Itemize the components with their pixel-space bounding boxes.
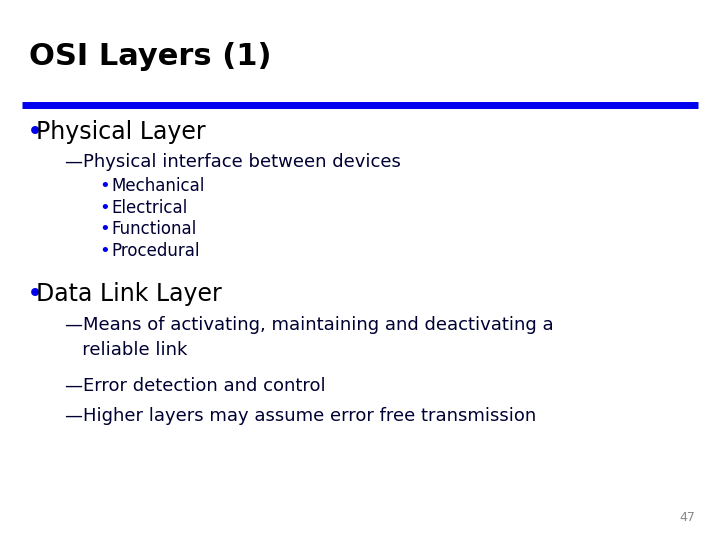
Text: OSI Layers (1): OSI Layers (1) bbox=[29, 42, 271, 71]
Text: •: • bbox=[27, 118, 44, 146]
Text: —Higher layers may assume error free transmission: —Higher layers may assume error free tra… bbox=[65, 407, 536, 425]
Text: •: • bbox=[99, 220, 110, 239]
Text: Data Link Layer: Data Link Layer bbox=[36, 282, 222, 306]
Text: •: • bbox=[99, 242, 110, 260]
Text: Mechanical: Mechanical bbox=[112, 177, 205, 195]
Text: 47: 47 bbox=[679, 511, 695, 524]
Text: —Error detection and control: —Error detection and control bbox=[65, 377, 325, 395]
Text: Physical Layer: Physical Layer bbox=[36, 120, 206, 144]
Text: Electrical: Electrical bbox=[112, 199, 188, 217]
Text: —Means of activating, maintaining and deactivating a
   reliable link: —Means of activating, maintaining and de… bbox=[65, 316, 554, 359]
Text: •: • bbox=[27, 280, 44, 308]
Text: •: • bbox=[99, 199, 110, 217]
Text: Functional: Functional bbox=[112, 220, 197, 239]
Text: —Physical interface between devices: —Physical interface between devices bbox=[65, 153, 400, 171]
Text: •: • bbox=[99, 177, 110, 195]
Text: Procedural: Procedural bbox=[112, 242, 200, 260]
